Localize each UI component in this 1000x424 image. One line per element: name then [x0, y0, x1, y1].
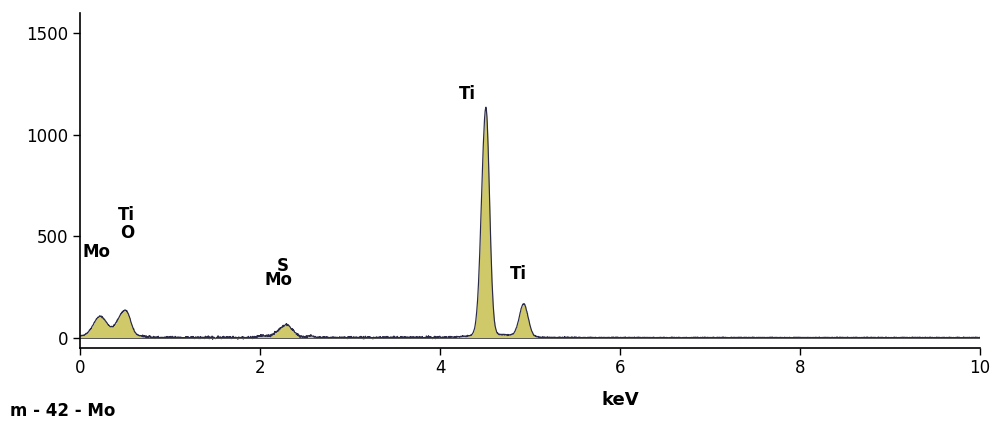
- Text: Mo: Mo: [82, 243, 110, 262]
- Text: m - 42 - Mo: m - 42 - Mo: [10, 402, 115, 420]
- Text: Ti: Ti: [458, 85, 476, 103]
- Text: keV: keV: [601, 391, 639, 409]
- Text: Ti: Ti: [118, 206, 135, 224]
- Text: O: O: [120, 224, 134, 242]
- Text: Ti: Ti: [510, 265, 527, 283]
- Text: Mo: Mo: [264, 271, 292, 289]
- Text: S: S: [276, 257, 288, 275]
